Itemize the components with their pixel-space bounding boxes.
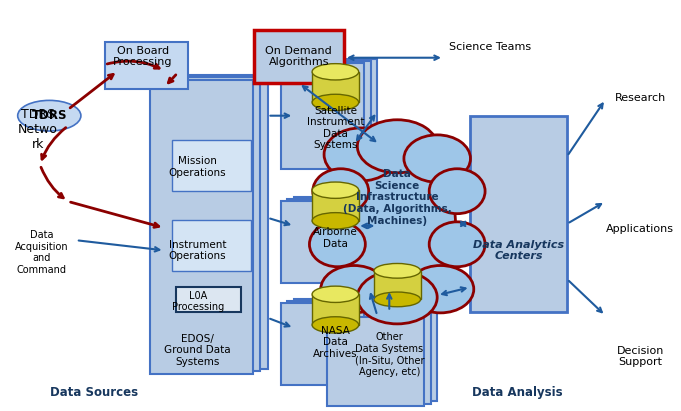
FancyBboxPatch shape (254, 30, 344, 83)
Ellipse shape (358, 271, 437, 324)
Text: Data
Acquisition
and
Command: Data Acquisition and Command (14, 230, 68, 275)
Ellipse shape (324, 128, 397, 181)
Bar (312, 294, 359, 325)
Text: NASA
Data
Archives: NASA Data Archives (313, 326, 358, 359)
Ellipse shape (312, 94, 359, 111)
Ellipse shape (312, 317, 359, 333)
FancyBboxPatch shape (172, 220, 251, 271)
Ellipse shape (312, 212, 359, 229)
FancyBboxPatch shape (172, 140, 251, 191)
FancyBboxPatch shape (294, 197, 377, 279)
Ellipse shape (404, 135, 471, 182)
Ellipse shape (339, 142, 456, 305)
Ellipse shape (407, 266, 474, 313)
Ellipse shape (374, 292, 421, 307)
Text: Research: Research (614, 93, 666, 104)
Ellipse shape (312, 286, 359, 302)
Text: Satellite
Instrument
Data
Systems: Satellite Instrument Data Systems (306, 106, 364, 150)
FancyBboxPatch shape (281, 201, 364, 283)
FancyBboxPatch shape (294, 299, 377, 381)
Text: Data Sources: Data Sources (50, 386, 139, 399)
Ellipse shape (309, 222, 365, 267)
Bar (312, 190, 359, 221)
Ellipse shape (313, 169, 368, 214)
Text: Decision
Support: Decision Support (616, 346, 664, 367)
Text: EDOS/
Ground Data
Systems: EDOS/ Ground Data Systems (164, 334, 231, 367)
Text: Airborne
Data: Airborne Data (313, 227, 358, 249)
Ellipse shape (429, 169, 485, 214)
Text: Mission
Operations: Mission Operations (169, 156, 227, 178)
FancyBboxPatch shape (294, 58, 377, 165)
Text: Instrument
Operations: Instrument Operations (169, 240, 227, 261)
FancyBboxPatch shape (328, 316, 424, 406)
Text: Data Analytics
Centers: Data Analytics Centers (473, 240, 565, 261)
Text: Other
Data Systems
(In-Situ, Other
Agency, etc): Other Data Systems (In-Situ, Other Agenc… (355, 332, 424, 377)
Bar (312, 72, 359, 102)
Text: L0A
Processing: L0A Processing (172, 291, 224, 312)
Ellipse shape (312, 64, 359, 80)
Text: Science Teams: Science Teams (449, 42, 531, 53)
Ellipse shape (321, 266, 387, 313)
Ellipse shape (374, 263, 421, 278)
Text: TDRS
Netwo
rk: TDRS Netwo rk (18, 109, 58, 152)
Bar (374, 271, 421, 299)
FancyBboxPatch shape (287, 301, 370, 383)
FancyBboxPatch shape (176, 287, 241, 312)
FancyBboxPatch shape (340, 312, 437, 402)
FancyBboxPatch shape (281, 303, 364, 385)
Text: Data
Science
Infrastructure
(Data, Algorithms,
Machines): Data Science Infrastructure (Data, Algor… (343, 169, 452, 226)
FancyBboxPatch shape (334, 314, 430, 404)
Ellipse shape (312, 182, 359, 199)
Ellipse shape (18, 100, 81, 131)
FancyBboxPatch shape (287, 60, 370, 167)
Text: TDRS: TDRS (31, 109, 67, 122)
Text: On Board
Processing: On Board Processing (113, 46, 173, 67)
FancyBboxPatch shape (150, 80, 253, 374)
Ellipse shape (358, 120, 437, 173)
Ellipse shape (429, 222, 485, 267)
FancyBboxPatch shape (104, 42, 188, 89)
Text: On Demand
Algorithms: On Demand Algorithms (266, 46, 332, 67)
FancyBboxPatch shape (287, 199, 370, 281)
Text: Applications: Applications (606, 224, 674, 234)
FancyBboxPatch shape (157, 77, 260, 371)
FancyBboxPatch shape (471, 115, 567, 312)
FancyBboxPatch shape (164, 75, 268, 369)
FancyBboxPatch shape (281, 62, 364, 169)
Text: Data Analysis: Data Analysis (472, 386, 563, 399)
